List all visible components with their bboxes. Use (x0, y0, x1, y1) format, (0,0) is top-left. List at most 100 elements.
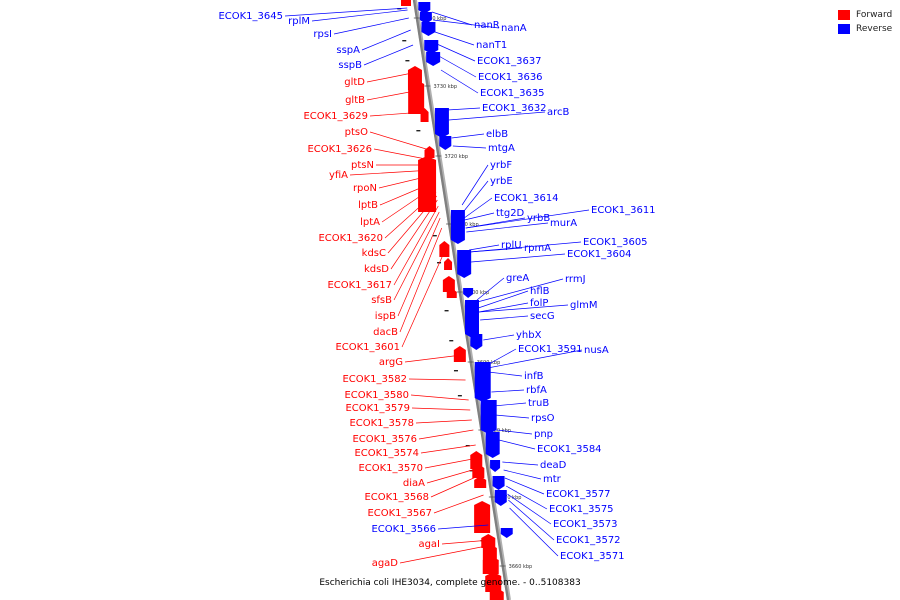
reverse-gene-block (492, 476, 505, 486)
reverse-gene-block (463, 288, 474, 294)
reverse-gene-label: greA (506, 273, 529, 284)
reverse-gene-block (490, 460, 501, 468)
forward-gene-arrow (482, 544, 497, 548)
forward-gene-arrow (485, 572, 502, 576)
forward-gene-label: yfiA (329, 170, 348, 181)
forward-gene-arrow (472, 464, 485, 468)
reverse-gene-label: nanR (474, 20, 500, 31)
reverse-gene-arrow (463, 294, 474, 298)
forward-gene-label: ECOK1_3620 (318, 233, 383, 244)
reverse-gene-label: yhbX (516, 330, 542, 341)
reverse-gene-label: ECOK1_3571 (560, 551, 625, 562)
forward-gene-arrow (446, 288, 457, 292)
forward-gene-arrow (424, 146, 435, 150)
reverse-gene-block (418, 2, 431, 10)
forward-gene-label: ECOK1_3579 (345, 403, 410, 414)
forward-gene-connector (390, 199, 438, 270)
reverse-gene-connector (434, 31, 475, 46)
forward-gene-block (489, 592, 504, 600)
reverse-gene-label: rbfA (526, 385, 547, 396)
reverse-gene-connector (461, 164, 489, 206)
tick-label: 3730 kbp (433, 84, 457, 90)
reverse-gene-connector (478, 290, 529, 309)
reverse-gene-connector (447, 107, 481, 111)
reverse-gene-label: arcB (547, 107, 570, 118)
forward-gene-arrow (444, 258, 453, 262)
forward-gene-connector (284, 7, 408, 17)
forward-gene-connector (424, 457, 478, 469)
reverse-gene-arrow (439, 146, 452, 150)
forward-gene-block (401, 0, 411, 6)
reverse-gene-connector (488, 371, 523, 377)
reverse-gene-arrow (500, 534, 513, 538)
reverse-gene-block (494, 490, 507, 502)
reverse-gene-connector (497, 429, 533, 435)
forward-gene-connector (378, 174, 434, 189)
forward-gene-arrow (407, 66, 422, 70)
map-dash (469, 470, 474, 472)
reverse-gene-connector (433, 19, 500, 29)
forward-gene-label: ECOK1_3570 (358, 463, 423, 474)
forward-gene-connector (369, 131, 430, 151)
reverse-gene-connector (487, 348, 517, 366)
forward-gene-connector (393, 211, 440, 301)
forward-gene-connector (410, 394, 469, 401)
map-dash (457, 395, 462, 397)
reverse-gene-connector (462, 180, 489, 213)
forward-gene-arrow (420, 108, 429, 112)
forward-gene-label: ECOK1_3574 (354, 448, 419, 459)
reverse-gene-label: ECOK1_3573 (553, 519, 618, 530)
reverse-gene-block (421, 22, 436, 32)
reverse-gene-connector (505, 485, 548, 510)
forward-gene-connector (361, 29, 411, 51)
forward-gene-block (485, 576, 502, 592)
reverse-gene-connector (464, 212, 495, 221)
forward-gene-connector (415, 419, 472, 424)
legend: Forward Reverse (838, 8, 892, 36)
reverse-gene-label: yrbB (527, 213, 550, 224)
reverse-gene-connector (494, 414, 530, 419)
reverse-gene-label: elbB (486, 129, 508, 140)
reverse-gene-connector (431, 11, 473, 26)
forward-gene-label: kdsC (362, 248, 386, 259)
forward-gene-label: sspA (336, 45, 360, 56)
reverse-gene-label: ECOK1_3635 (480, 88, 545, 99)
reverse-gene-label: deaD (540, 460, 567, 471)
reverse-gene-block (450, 210, 465, 240)
map-caption: Escherichia coli IHE3034, complete genom… (319, 578, 581, 588)
reverse-gene-arrow (470, 346, 483, 350)
forward-gene-arrow (470, 451, 483, 455)
forward-gene-label: agaD (372, 558, 399, 569)
reverse-gene-label: murA (550, 218, 577, 229)
forward-gene-connector (441, 539, 491, 545)
map-dash (405, 60, 410, 62)
map-dash (453, 370, 458, 372)
forward-gene-connector (379, 181, 435, 206)
forward-gene-label: ECOK1_3617 (327, 280, 392, 291)
forward-gene-label: dacB (373, 327, 398, 338)
forward-gene-connector (408, 378, 466, 381)
forward-gene-label: lptB (358, 200, 378, 211)
forward-gene-arrow (474, 501, 491, 505)
reverse-gene-label: yrbE (490, 176, 513, 187)
forward-gene-block (424, 150, 435, 158)
forward-gene-block (474, 480, 487, 488)
forward-gene-block (418, 160, 437, 212)
forward-gene-block (408, 84, 425, 114)
reverse-gene-label: folP (530, 298, 548, 309)
tick-label: 3680 kbp (487, 428, 511, 434)
reverse-swatch (838, 24, 850, 34)
forward-gene-connector (420, 444, 476, 454)
forward-gene-label: ptsO (345, 127, 368, 138)
forward-gene-connector (333, 17, 409, 35)
reverse-gene-connector (504, 477, 545, 495)
reverse-gene-label: ECOK1_3575 (549, 504, 614, 515)
reverse-gene-label: pnp (534, 429, 553, 440)
forward-gene-label: ECOK1_3567 (367, 508, 432, 519)
legend-label-forward: Forward (856, 10, 893, 20)
reverse-gene-label: ECOK1_3632 (482, 103, 547, 114)
forward-gene-block (472, 468, 485, 478)
forward-gene-arrow (442, 276, 455, 280)
reverse-gene-connector (493, 402, 527, 407)
forward-gene-block (444, 262, 453, 270)
